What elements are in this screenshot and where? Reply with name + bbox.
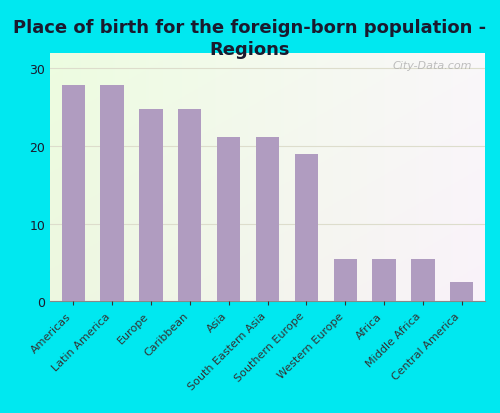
Bar xyxy=(294,154,318,301)
Bar xyxy=(256,137,279,301)
Bar xyxy=(217,137,240,301)
Text: Place of birth for the foreign-born population -
Regions: Place of birth for the foreign-born popu… xyxy=(14,19,486,59)
Text: City-Data.com: City-Data.com xyxy=(392,61,472,71)
Bar xyxy=(140,109,162,301)
Bar xyxy=(178,109,202,301)
Bar xyxy=(450,282,473,301)
Bar xyxy=(334,259,357,301)
Bar xyxy=(411,259,434,301)
Bar xyxy=(372,260,396,301)
Bar xyxy=(62,86,85,301)
Bar xyxy=(100,86,124,301)
